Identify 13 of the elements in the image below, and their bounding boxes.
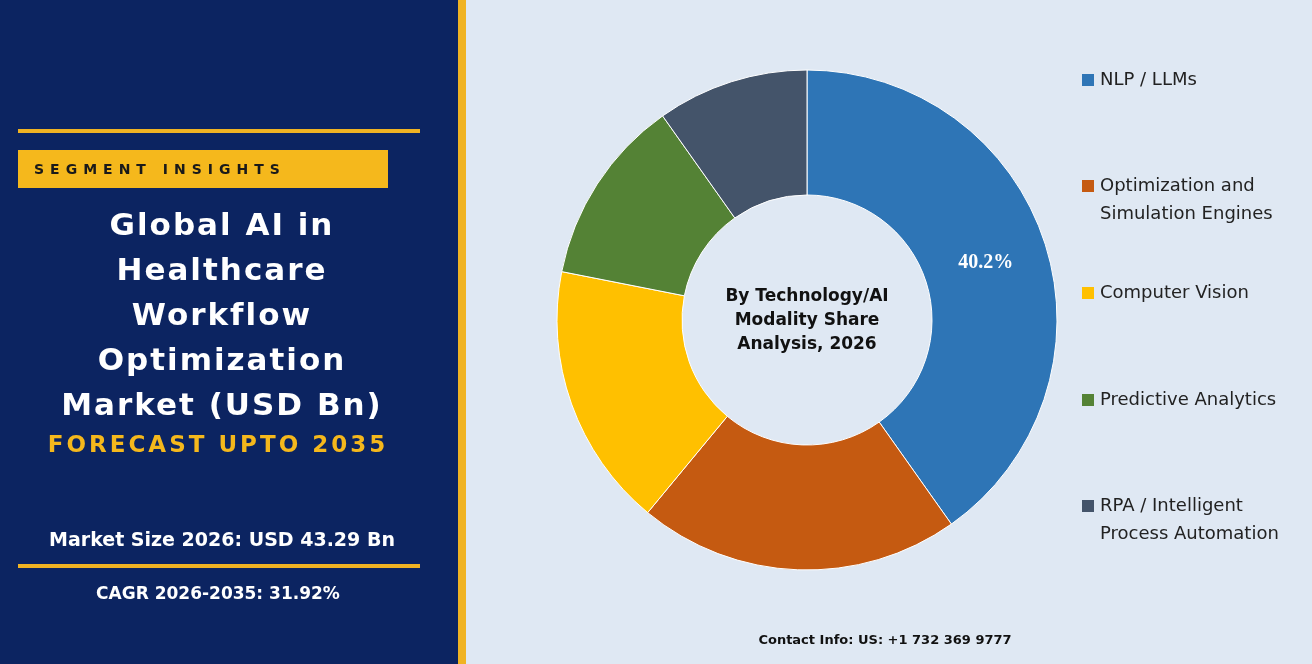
- legend-label: RPA / Intelligent Process Automation: [1100, 494, 1279, 543]
- data-label: 40.2%: [958, 249, 1014, 272]
- text: FORECAST UPTO 2035: [47, 430, 389, 457]
- text: Global AI in Healthcare Workflow Optimization Market (USD Bn): [61, 205, 383, 422]
- text: CAGR 2026-2035: 31.92%: [96, 583, 340, 603]
- legend-label: Computer Vision: [1100, 281, 1249, 302]
- text: By Technology/AI Modality Share Analysis, 2026: [725, 285, 889, 353]
- text: SEGMENT INSIGHTS: [34, 161, 286, 177]
- legend-label: Predictive Analytics: [1100, 388, 1277, 409]
- text: Market Size 2026: USD 43.29 Bn: [49, 527, 395, 550]
- text: Contact Info: US: +1 732 369 9777: [758, 631, 1012, 647]
- legend-label: Optimization and Simulation Engines: [1100, 174, 1273, 223]
- legend-label: NLP / LLMs: [1100, 68, 1197, 89]
